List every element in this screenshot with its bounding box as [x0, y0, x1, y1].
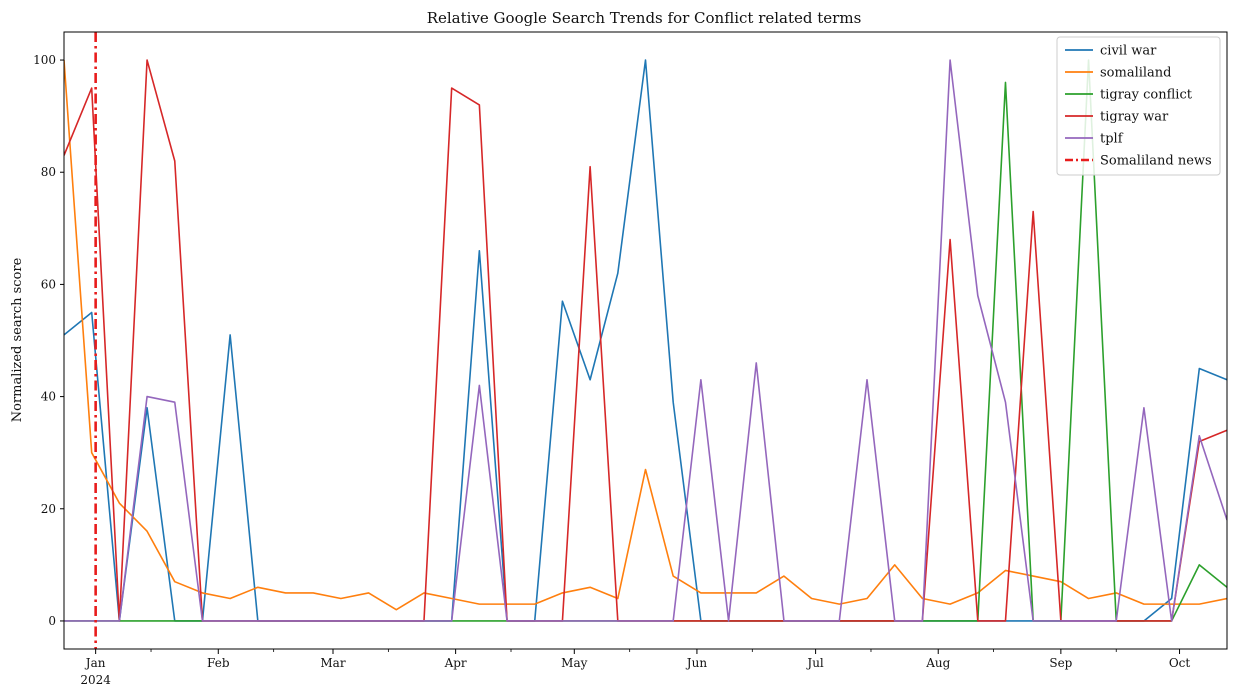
- y-tick-label: 80: [41, 165, 56, 179]
- series-line-tigray-conflict: [64, 59, 1227, 622]
- plot-frame: [63, 31, 1228, 650]
- x-tick-label: Aug: [925, 656, 950, 670]
- legend-label: somaliland: [1100, 66, 1172, 81]
- series-line-somaliland: [64, 59, 1227, 611]
- y-tick-label: 40: [41, 390, 56, 404]
- series-line-civil-war: [64, 59, 1227, 622]
- x-tick-label: Oct: [1169, 656, 1191, 670]
- legend-label: Somaliland news: [1100, 154, 1212, 169]
- y-axis: 0 20 40 60 80 100: [33, 53, 64, 628]
- x-tick-label: Feb: [207, 656, 230, 670]
- series-line-tplf: [64, 59, 1227, 622]
- x-tick-sublabel: 2024: [80, 673, 111, 687]
- y-tick-label: 20: [41, 502, 56, 516]
- y-axis-label: Normalized search score: [10, 257, 25, 422]
- legend: civil war somaliland tigray conflict tigray…: [1056, 36, 1221, 176]
- legend-label: civil war: [1100, 44, 1157, 59]
- legend-label: tigray conflict: [1100, 88, 1193, 103]
- chart-title: Relative Google Search Trends for Confli…: [427, 9, 862, 27]
- legend-label: tigray war: [1100, 110, 1169, 125]
- x-tick-label: Apr: [444, 656, 467, 670]
- x-tick-label: Jul: [805, 656, 824, 670]
- y-tick-label: 0: [48, 614, 56, 628]
- x-tick-label: Jan: [84, 656, 106, 670]
- y-tick-label: 60: [41, 277, 56, 291]
- series-layer: [64, 59, 1227, 622]
- x-tick-label: Sep: [1049, 656, 1072, 670]
- x-axis: Jan 2024 Feb Mar Apr May Jun Jul Aug Sep Oct: [80, 649, 1190, 687]
- y-tick-label: 100: [33, 53, 56, 67]
- x-tick-label: Mar: [320, 656, 345, 670]
- legend-box: [1056, 36, 1221, 176]
- series-line-tigray-war: [64, 59, 1227, 622]
- x-tick-label: Jun: [685, 656, 708, 670]
- x-tick-label: May: [561, 656, 587, 670]
- legend-label: tplf: [1100, 132, 1124, 147]
